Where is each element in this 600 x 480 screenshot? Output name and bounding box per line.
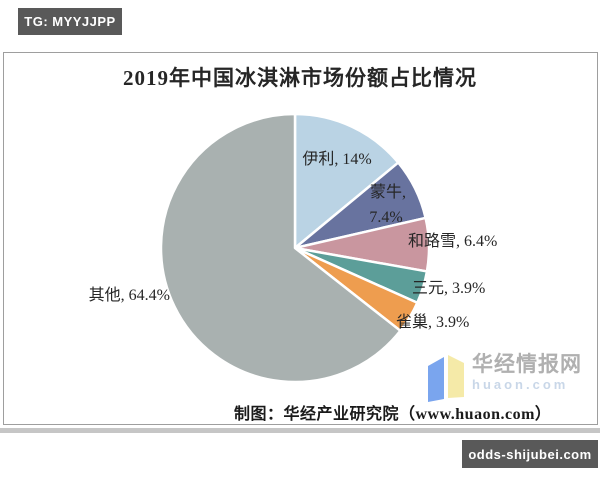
pie-label-伊利: 伊利, 14% <box>302 150 371 168</box>
source-caption: 制图：华经产业研究院（www.huaon.com） <box>234 406 552 423</box>
pie-label-蒙牛: 7.4% <box>369 209 402 226</box>
pie-slice-伊利 <box>293 112 400 250</box>
pie-label-雀巢: 雀巢, 3.9% <box>396 313 469 331</box>
chart-title: 2019年中国冰淇淋市场份额占比情况 <box>123 66 477 90</box>
top-watermark-badge-label: TG: MYYJJPP <box>24 14 116 29</box>
watermark-text: 华经情报网 huaon.com <box>472 352 582 392</box>
pie-label-其他: 其他, 64.4% <box>89 286 170 304</box>
bottom-watermark-badge: odds-shijubei.com <box>462 440 598 468</box>
pie-slice-其他 <box>159 112 402 384</box>
watermark-site-url: huaon.com <box>472 377 569 392</box>
bottom-watermark-badge-label: odds-shijubei.com <box>468 446 592 462</box>
pie-label-和路雪: 和路雪, 6.4% <box>408 232 497 250</box>
source-watermark: 华经情报网 huaon.com <box>426 352 582 402</box>
pie-label-蒙牛: 蒙牛, <box>370 183 406 201</box>
watermark-site-name: 华经情报网 <box>472 353 582 376</box>
open-book-icon <box>428 355 464 402</box>
open-book-left-page <box>428 357 444 402</box>
pie-label-三元: 三元, 3.9% <box>412 280 485 297</box>
bottom-divider-strip <box>0 428 600 433</box>
top-watermark-badge: TG: MYYJJPP <box>18 8 122 35</box>
open-book-right-page <box>448 355 464 398</box>
